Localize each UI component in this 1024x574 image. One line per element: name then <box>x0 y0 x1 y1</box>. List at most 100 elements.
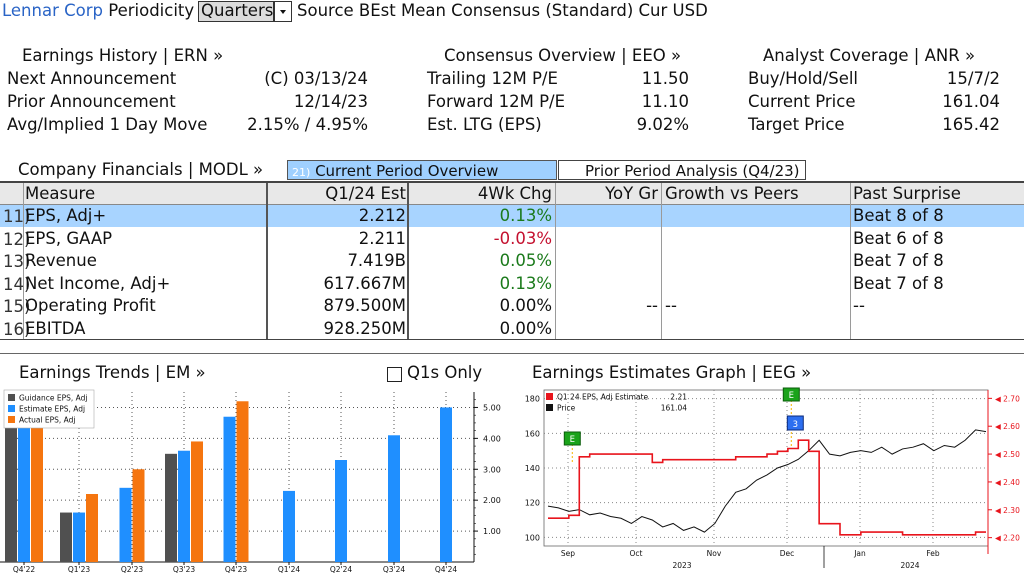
bar-guidance-eps-adj <box>165 453 177 562</box>
row-q1-est: 928.250M <box>323 318 406 338</box>
col-growth-peers[interactable]: Growth vs Peers <box>665 184 799 203</box>
row-past-surprise: Beat 7 of 8 <box>853 273 944 293</box>
periodicity-label: Periodicity <box>108 1 195 20</box>
co-value-2: 9.02% <box>636 115 689 134</box>
table-row[interactable]: 12) EPS, GAAP 2.211 -0.03% Beat 6 of 8 <box>0 228 1024 250</box>
ac-value-1: 161.04 <box>942 92 1000 111</box>
row-q1-est: 879.500M <box>323 296 406 315</box>
bar-estimate-eps-adj <box>283 490 295 562</box>
row-measure: Net Income, Adj+ <box>25 273 171 293</box>
eh-label-0: Next Announcement <box>7 69 177 88</box>
earnings-trends-title[interactable]: Earnings Trends | EM » <box>19 363 206 382</box>
table-top-border <box>0 181 1024 183</box>
col-line-0 <box>23 183 24 339</box>
periodicity-dropdown-arrow[interactable] <box>274 1 292 22</box>
estimates-graph-title[interactable]: Earnings Estimates Graph | EEG » <box>532 363 812 382</box>
row-4wk-chg: 0.05% <box>499 251 552 270</box>
event-e-marker <box>782 387 800 402</box>
co-value-0: 11.50 <box>641 69 689 88</box>
col-line-2 <box>407 183 409 339</box>
event-3-text: 3 <box>793 420 798 430</box>
x-tick-label: Jan <box>853 549 866 558</box>
col-past-surprise[interactable]: Past Surprise <box>853 184 961 203</box>
x-tick-label: Oct <box>630 549 643 558</box>
left-tick-label: 180 <box>525 395 540 404</box>
table-header-divider <box>0 204 1024 205</box>
right-tick-label: ◀ 2.30 <box>995 506 1020 515</box>
tab-prior-label: Prior Period Analysis (Q4/23) <box>585 162 800 180</box>
ac-label-2: Target Price <box>748 115 845 134</box>
x-tick-label: Q3'23 <box>173 565 196 574</box>
earnings-trends-chart[interactable]: 1.00 2.00 3.00 4.00 5.00 Q4'22 Q1'23 Q2'23 Q3'23… <box>0 384 512 574</box>
col-q1-est[interactable]: Q1/24 Est <box>325 184 406 203</box>
right-tick-label: ◀ 2.50 <box>995 450 1020 459</box>
legend-swatch <box>8 394 15 401</box>
bar-actual-eps-adj <box>132 469 145 562</box>
x-tick-label: Dec <box>780 549 795 558</box>
consensus-overview-title[interactable]: Consensus Overview | EEO » <box>444 46 682 65</box>
row-measure: EPS, Adj+ <box>25 206 107 225</box>
earnings-history-title[interactable]: Earnings History | ERN » <box>22 46 224 65</box>
eh-label-1: Prior Announcement <box>7 92 176 111</box>
row-4wk-chg: 0.13% <box>499 273 552 293</box>
periodicity-value: Quarters <box>201 1 274 20</box>
x-tick-label: Q3'24 <box>383 565 406 574</box>
table-row[interactable]: 13) Revenue 7.419B 0.05% Beat 7 of 8 <box>0 250 1024 272</box>
x-tick-label: Q4'22 <box>13 565 36 574</box>
row-4wk-chg: 0.00% <box>499 296 552 315</box>
col-line-3 <box>555 183 556 339</box>
selected-row-highlight <box>0 205 1024 227</box>
legend-label: Guidance EPS, Adj <box>19 394 88 403</box>
left-tick-label: 140 <box>525 464 540 473</box>
x-tick-label: Q4'24 <box>435 565 458 574</box>
bar-estimate-eps-adj <box>178 450 190 562</box>
y-tick-label: 3.00 <box>483 465 501 474</box>
x-tick-label: Sep <box>561 549 575 558</box>
bar-guidance-eps-adj <box>5 419 17 562</box>
eh-value-0: (C) 03/13/24 <box>264 69 368 88</box>
table-row[interactable]: 11) EPS, Adj+ 2.212 0.13% Beat 8 of 8 <box>0 205 1024 227</box>
bar-estimate-eps-adj <box>119 487 132 562</box>
ac-label-0: Buy/Hold/Sell <box>748 69 859 88</box>
tab-current-period[interactable]: 21) Current Period Overview (Q1/24) <box>287 160 557 202</box>
bar-estimate-eps-adj <box>440 407 452 562</box>
ac-label-1: Current Price <box>748 92 856 111</box>
row-measure: EPS, GAAP <box>25 228 113 248</box>
year-label: 2024 <box>900 561 919 570</box>
eh-value-1: 12/14/23 <box>293 92 368 111</box>
q1s-only-checkbox[interactable] <box>387 367 402 382</box>
legend-label: Price <box>557 404 576 413</box>
co-label-0: Trailing 12M P/E <box>427 69 558 88</box>
table-row[interactable]: 14) Net Income, Adj+ 617.667M 0.13% Beat 7 o… <box>0 273 1024 295</box>
eh-value-2: 2.15% / 4.95% <box>247 115 368 134</box>
legend-value: 2.21 <box>670 393 687 402</box>
company-financials-title[interactable]: Company Financials | MODL » <box>18 160 264 179</box>
table-row[interactable]: 15) Operating Profit 879.500M 0.00% -- -- -- <box>0 295 1024 317</box>
bar-actual-eps-adj <box>191 441 203 562</box>
col-4wk-chg[interactable]: 4Wk Chg <box>477 184 552 203</box>
periodicity-dropdown[interactable]: Quarters <box>198 1 274 22</box>
legend-label: Actual EPS, Adj <box>19 416 76 425</box>
legend-box <box>3 389 95 429</box>
charts-top-divider <box>0 353 1024 354</box>
col-yoy[interactable]: YoY Gr <box>605 184 658 203</box>
bar-estimate-eps-adj <box>18 419 30 562</box>
tab-prior-period[interactable]: Prior Period Analysis (Q4/23) <box>558 160 806 180</box>
q1s-only-label: Q1s Only <box>407 363 483 382</box>
bar-actual-eps-adj <box>86 494 98 562</box>
row-4wk-chg: 0.13% <box>499 206 552 225</box>
estimates-graph-chart[interactable]: 100 120 140 160 180 ◀ 2.20 ◀ 2.30 ◀ 2.40 ◀ 2.50 ◀… <box>512 384 1024 574</box>
x-tick-label: Feb <box>926 549 940 558</box>
row-measure: EBITDA <box>25 318 86 338</box>
col-line-4 <box>661 183 662 339</box>
company-name[interactable]: Lennar Corp <box>2 1 103 20</box>
row-growth-peers: -- <box>665 296 677 315</box>
chevron-down-icon <box>280 10 286 14</box>
analyst-coverage-title[interactable]: Analyst Coverage | ANR » <box>763 46 976 65</box>
source-text: Source BEst Mean Consensus (Standard) Cu… <box>297 1 708 20</box>
col-measure[interactable]: Measure <box>25 184 96 203</box>
bar-estimate-eps-adj <box>335 460 347 562</box>
table-row[interactable]: 16) EBITDA 928.250M 0.00% <box>0 318 1024 340</box>
left-tick-label: 120 <box>525 499 540 508</box>
ac-value-2: 165.42 <box>942 115 1000 134</box>
